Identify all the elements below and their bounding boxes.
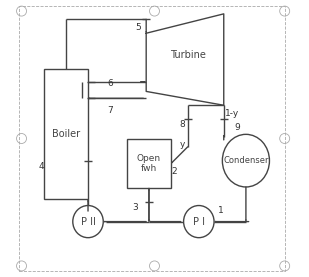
Bar [127,138,171,188]
Bar [44,69,88,199]
Text: Boiler: Boiler [52,129,80,139]
Text: 3: 3 [132,203,138,212]
Text: P I: P I [193,217,205,227]
Text: Turbine: Turbine [170,50,206,60]
Text: 5: 5 [135,23,141,32]
Ellipse shape [73,206,103,238]
Text: 9: 9 [235,123,240,132]
Text: 8: 8 [179,120,185,129]
Text: Condenser: Condenser [223,156,269,165]
Text: 1-y: 1-y [225,109,239,118]
Text: y: y [180,140,185,148]
Text: 4: 4 [38,162,44,171]
Text: 1: 1 [218,206,224,215]
Ellipse shape [184,206,214,238]
Text: 2: 2 [171,167,177,176]
Text: P II: P II [81,217,95,227]
Ellipse shape [222,134,269,187]
Text: 6: 6 [107,79,113,88]
Text: Open
fwh: Open fwh [137,154,161,173]
Text: 7: 7 [107,106,113,115]
